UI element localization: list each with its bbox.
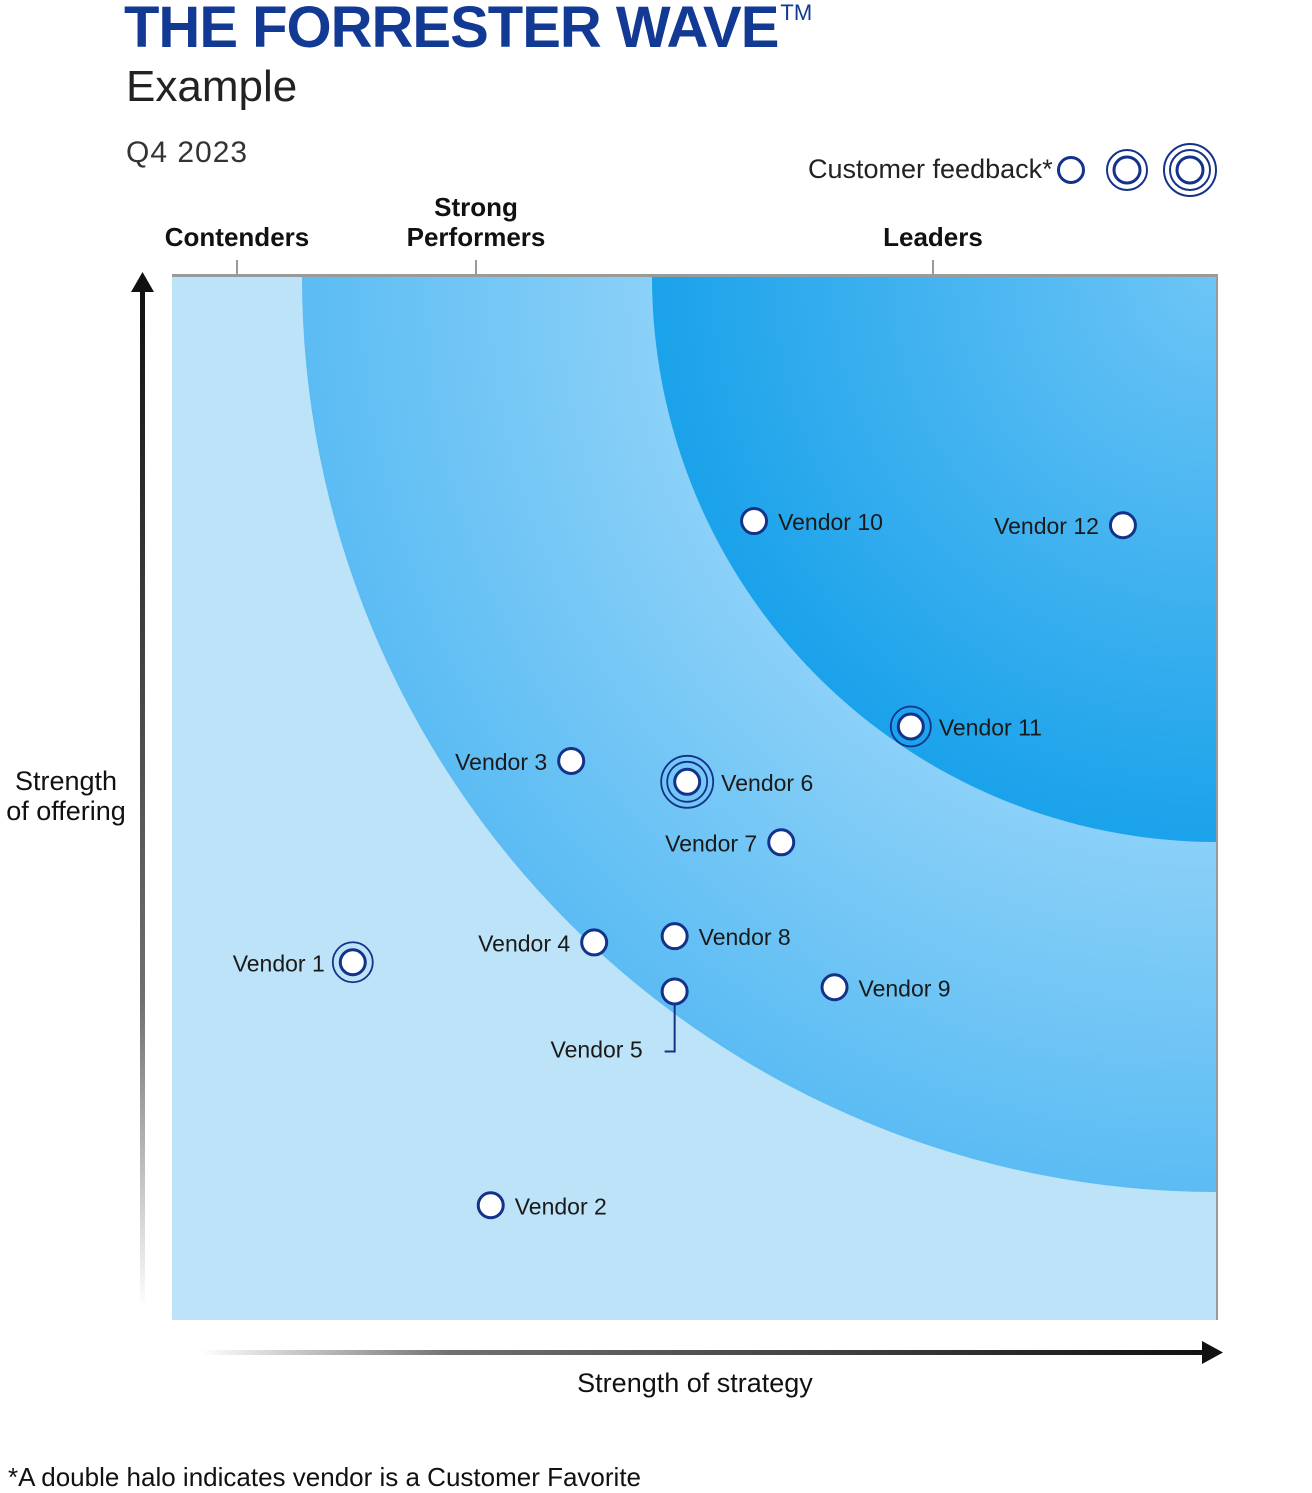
- legend-label: Customer feedback*: [808, 154, 1053, 184]
- vendor-dot[interactable]: [476, 1191, 505, 1220]
- vendor-marker-vendor-1[interactable]: Vendor 1: [233, 941, 374, 984]
- y-axis-line: [140, 288, 145, 1308]
- y-axis-label: Strength of offering: [6, 766, 126, 826]
- legend-single-halo-icon: [1057, 156, 1085, 184]
- x-axis-label: Strength of strategy: [577, 1368, 813, 1398]
- vendor-dot[interactable]: [673, 767, 702, 796]
- vendor-label: Vendor 12: [994, 513, 1099, 539]
- title-text: THE FORRESTER WAVE: [124, 0, 779, 60]
- halo: [331, 941, 374, 984]
- category-label-contenders: Contenders: [164, 222, 310, 252]
- vendor-dot[interactable]: [740, 507, 769, 536]
- vendor-markers: Vendor 1 Vendor 2 Vendor 3 Vendor 4 Vendor 5…: [233, 507, 1137, 1220]
- category-label-strong-performers: Strong Performers: [406, 192, 546, 252]
- vendor-label: Vendor 2: [515, 1193, 607, 1219]
- x-axis-line: [200, 1350, 1208, 1355]
- chart-subtitle: Example: [126, 62, 298, 111]
- vendor-marker-vendor-5[interactable]: Vendor 5: [551, 977, 689, 1062]
- vendor-dot[interactable]: [580, 928, 609, 957]
- vendor-label: Vendor 8: [699, 924, 791, 950]
- vendor-label: Vendor 11: [939, 715, 1042, 741]
- legend-emphasized-halo-icon: [1106, 149, 1148, 191]
- vendor-dot[interactable]: [660, 977, 689, 1006]
- category-label-leaders: Leaders: [883, 222, 983, 252]
- vendor-marker-vendor-4[interactable]: Vendor 4: [478, 928, 609, 957]
- vendor-dot[interactable]: [557, 746, 586, 775]
- vendor-marker-vendor-3[interactable]: Vendor 3: [455, 746, 586, 775]
- vendor-marker-vendor-6[interactable]: Vendor 6: [660, 754, 813, 809]
- vendor-marker-vendor-10[interactable]: Vendor 10: [740, 507, 883, 536]
- vendor-marker-vendor-9[interactable]: Vendor 9: [820, 973, 951, 1002]
- vendor-dot[interactable]: [338, 948, 367, 977]
- vendor-marker-vendor-7[interactable]: Vendor 7: [665, 828, 796, 857]
- vendor-dot[interactable]: [767, 828, 796, 857]
- vendor-label: Vendor 10: [778, 509, 883, 535]
- outer-halo: [660, 754, 715, 809]
- inner-halo: [666, 760, 709, 803]
- vendor-label: Vendor 6: [721, 770, 813, 796]
- customer-feedback-legend: [1057, 143, 1217, 197]
- vendor-label: Vendor 4: [478, 930, 570, 956]
- vendor-marker-vendor-11[interactable]: Vendor 11: [889, 705, 1042, 748]
- leader-line: [664, 1004, 676, 1053]
- inner-zone: [652, 277, 1217, 842]
- vendor-label: Vendor 5: [551, 1036, 643, 1062]
- chart-title: THE FORRESTER WAVETM: [124, 0, 813, 61]
- wave-zones: [172, 277, 1217, 1320]
- chart-quarter: Q4 2023: [126, 136, 249, 169]
- halo: [889, 705, 932, 748]
- vendor-label: Vendor 9: [859, 975, 951, 1001]
- vendor-dot[interactable]: [820, 973, 849, 1002]
- vendor-marker-vendor-2[interactable]: Vendor 2: [476, 1191, 607, 1220]
- vendor-label: Vendor 1: [233, 950, 325, 976]
- vendor-dot[interactable]: [660, 922, 689, 951]
- y-axis-arrow-icon: [131, 272, 154, 292]
- vendor-dot[interactable]: [896, 712, 925, 741]
- trademark-mark: TM: [780, 0, 813, 25]
- vendor-marker-vendor-12[interactable]: Vendor 12: [994, 511, 1137, 540]
- vendor-dot[interactable]: [1108, 511, 1137, 540]
- vendor-marker-vendor-8[interactable]: Vendor 8: [660, 922, 791, 951]
- vendor-label: Vendor 7: [665, 830, 757, 856]
- footnote: *A double halo indicates vendor is a Cus…: [8, 1462, 642, 1492]
- x-axis-arrow-icon: [1202, 1341, 1223, 1364]
- legend-double-halo-icon: [1163, 143, 1217, 197]
- vendor-label: Vendor 3: [455, 749, 547, 775]
